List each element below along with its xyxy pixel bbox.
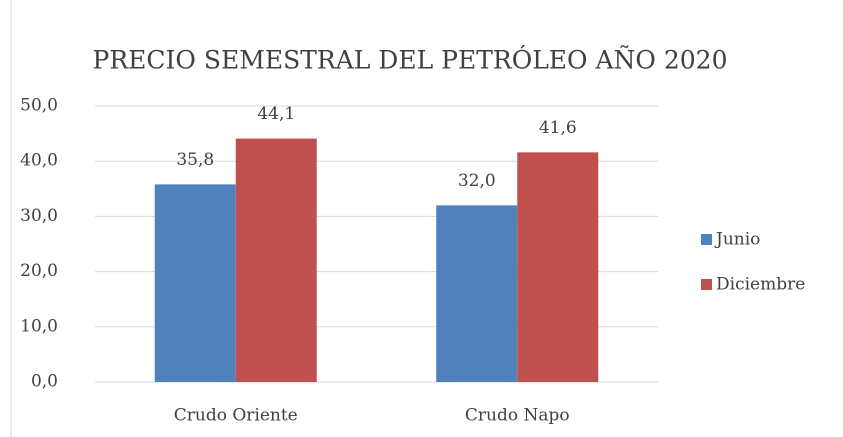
y-tick-label: 20,0 xyxy=(20,261,58,281)
y-tick-label: 50,0 xyxy=(20,96,58,116)
legend-swatch xyxy=(701,279,712,290)
x-tick-label: Crudo Oriente xyxy=(174,406,298,426)
bar xyxy=(436,205,518,382)
chart-title: PRECIO SEMESTRAL DEL PETRÓLEO AÑO 2020 xyxy=(93,45,728,75)
legend-swatch xyxy=(701,234,712,245)
bar xyxy=(154,184,236,382)
y-tick-label: 10,0 xyxy=(20,316,58,336)
data-label: 32,0 xyxy=(458,171,496,191)
data-label: 41,6 xyxy=(539,118,577,138)
bar xyxy=(517,152,599,382)
bar xyxy=(235,138,317,382)
y-tick-label: 0,0 xyxy=(31,372,58,392)
x-tick-label: Crudo Napo xyxy=(465,406,570,426)
legend-label: Junio xyxy=(714,230,760,250)
y-tick-label: 40,0 xyxy=(20,151,58,171)
data-label: 35,8 xyxy=(176,150,214,170)
legend-label: Diciembre xyxy=(716,275,805,295)
data-label: 44,1 xyxy=(257,104,295,124)
y-tick-label: 30,0 xyxy=(20,206,58,226)
